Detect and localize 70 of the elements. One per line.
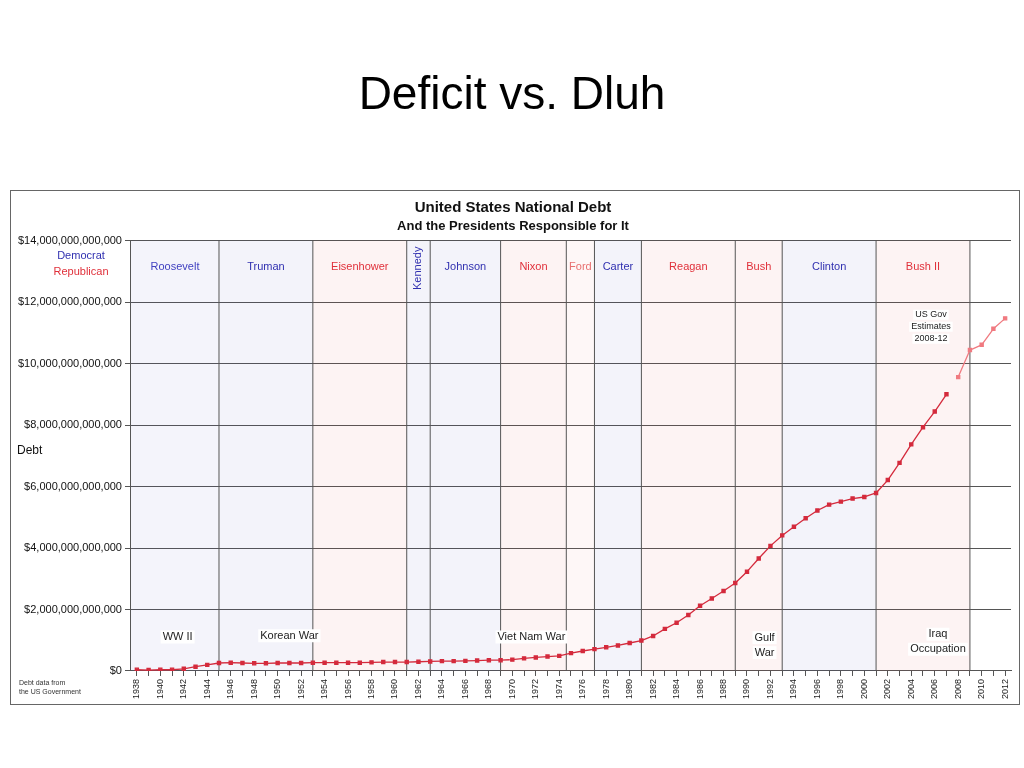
band-label: Ford — [569, 259, 592, 272]
band-label: Eisenhower — [331, 259, 389, 272]
chart-subtitle: And the Presidents Responsible for It — [397, 218, 630, 234]
y-tick-label: $14,000,000,000,000 — [17, 233, 122, 246]
annotation: WW II — [162, 630, 193, 643]
y-tick-label: $10,000,000,000,000 — [17, 356, 122, 369]
x-tick-label: 1972 — [530, 678, 541, 700]
x-tick-label: 1986 — [694, 678, 705, 700]
band-label: Bush II — [905, 259, 941, 272]
band-label: Bush — [746, 259, 772, 272]
x-tick-label: 1982 — [647, 678, 658, 700]
band-label: Roosevelt — [150, 259, 200, 272]
band-label: Johnson — [444, 259, 487, 272]
x-tick-label: 1994 — [788, 678, 799, 700]
x-tick-label: 1978 — [600, 678, 611, 700]
chart-title: United States National Debt — [414, 198, 612, 216]
x-tick-label: 1964 — [436, 678, 447, 700]
y-tick-label: $6,000,000,000,000 — [24, 479, 122, 492]
text: Democrat — [57, 248, 105, 261]
x-tick-label: 1960 — [389, 678, 400, 700]
x-tick-label: 1988 — [718, 678, 729, 700]
band-label: Nixon — [519, 259, 548, 272]
y-tick-label: $2,000,000,000,000 — [24, 602, 122, 615]
x-tick-label: 1962 — [412, 678, 423, 700]
x-tick-label: 1944 — [201, 678, 212, 700]
x-tick-label: 1952 — [295, 678, 306, 700]
x-tick-label: 1938 — [131, 678, 142, 700]
annotation: Gulf War — [754, 630, 776, 658]
x-tick-label: 2006 — [929, 678, 940, 700]
band-label: Reagan — [669, 259, 708, 272]
x-tick-label: 2002 — [882, 678, 893, 700]
x-tick-label: 1966 — [459, 678, 470, 700]
band-label: Clinton — [812, 259, 847, 272]
band-label: Carter — [602, 259, 634, 272]
x-tick-label: 2010 — [976, 678, 987, 700]
x-tick-label: 1970 — [506, 678, 517, 700]
y-tick-label: $4,000,000,000,000 — [24, 541, 122, 554]
band-label: Truman — [247, 259, 285, 272]
annotation: US Gov Estimates 2008-12 — [911, 309, 952, 344]
annotation: Viet Nam War — [497, 630, 566, 643]
x-tick-label: 2000 — [858, 678, 869, 700]
x-tick-label: 1984 — [671, 678, 682, 700]
x-tick-label: 1990 — [741, 678, 752, 700]
x-tick-label: 1996 — [811, 678, 822, 700]
x-tick-label: 1946 — [225, 678, 236, 700]
y-axis-title: Debt — [17, 443, 44, 458]
x-tick-label: 1980 — [624, 678, 635, 700]
x-tick-label: 2012 — [999, 678, 1010, 700]
x-tick-label: 1992 — [764, 678, 775, 700]
x-tick-label: 2004 — [905, 678, 916, 700]
text: Republican — [53, 264, 109, 277]
x-tick-label: 1968 — [483, 678, 494, 700]
x-tick-label: 1942 — [178, 678, 189, 700]
annotation: Korean War — [260, 628, 319, 641]
x-tick-label: 1948 — [248, 678, 259, 700]
x-tick-label: 1950 — [272, 678, 283, 700]
y-tick-label: $8,000,000,000,000 — [24, 418, 122, 431]
y-tick-label: $12,000,000,000,000 — [17, 295, 122, 308]
x-tick-label: 1940 — [154, 678, 165, 700]
text: Deficit vs. Dluh — [357, 66, 667, 120]
x-tick-label: 1956 — [342, 678, 353, 700]
band-label: Kennedy — [411, 246, 424, 291]
x-tick-label: 1974 — [553, 678, 564, 700]
x-tick-label: 1958 — [366, 678, 377, 700]
x-tick-label: 1954 — [319, 678, 330, 700]
y-tick-label: $0 — [109, 664, 122, 677]
x-tick-label: 1998 — [835, 678, 846, 700]
x-tick-label: 2008 — [952, 678, 963, 700]
x-tick-label: 1976 — [577, 678, 588, 700]
annotation: Iraq Occupation — [910, 627, 966, 655]
